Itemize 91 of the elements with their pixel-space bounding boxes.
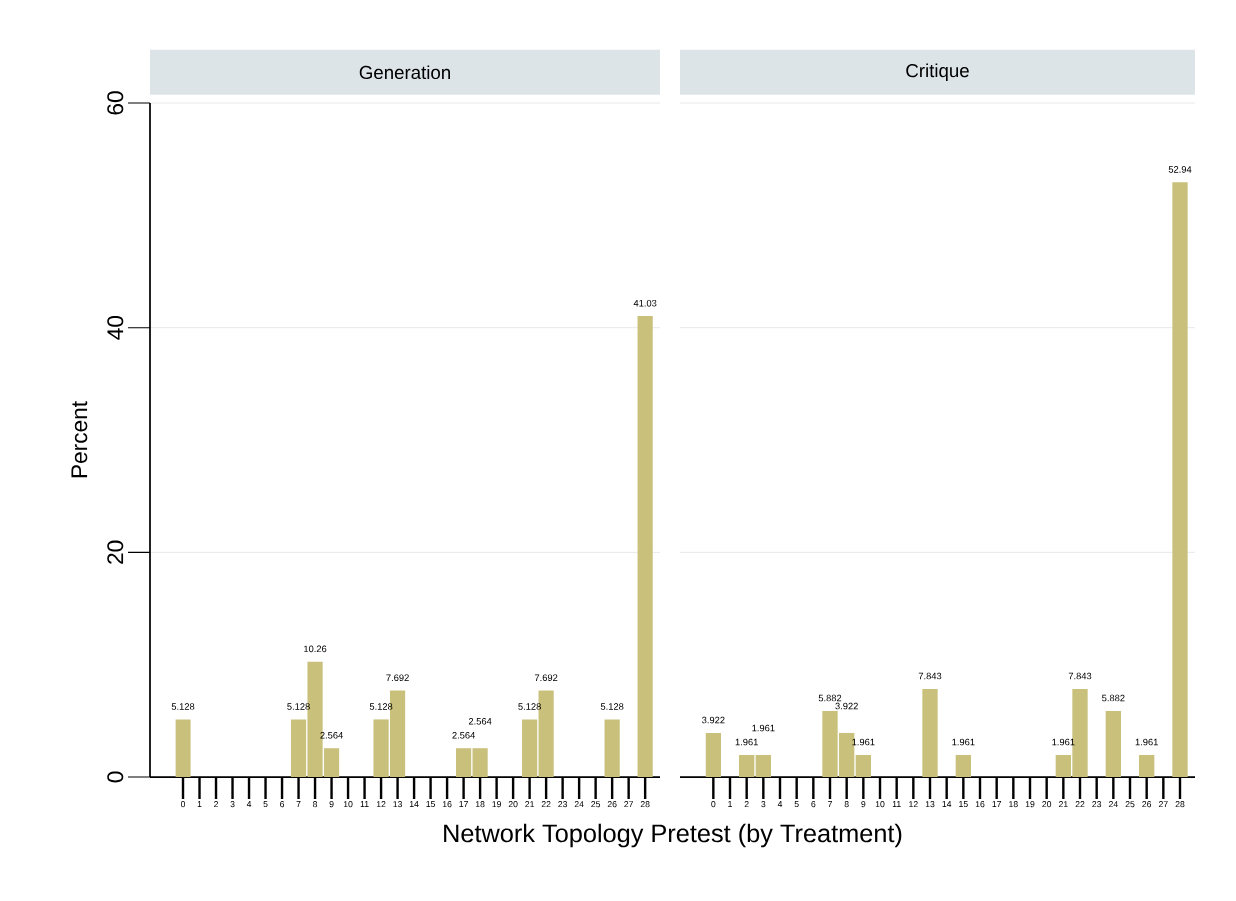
data-label: 5.128 [171,703,195,710]
x-tick-label: 27 [624,801,634,808]
data-label: 3.922 [702,716,725,724]
x-tick-label: 9 [329,801,334,808]
x-tick-label: 18 [475,801,485,808]
x-tick-label: 4 [777,801,783,808]
x-tick-label: 28 [640,801,650,808]
x-tick-label: 23 [1092,801,1102,808]
x-tick-label: 16 [975,801,985,808]
x-tick-label: 25 [591,801,601,808]
x-tick-label: 12 [909,801,918,808]
data-label: 52.94 [1168,166,1192,173]
x-tick-label: 14 [942,801,952,808]
x-tick-label: 20 [1042,801,1052,808]
data-label: 1.961 [1052,738,1075,746]
data-label: 5.882 [1102,694,1125,702]
x-tick-label: 2 [744,801,749,808]
x-tick-label: 11 [892,801,901,808]
x-tick-label: 1 [728,801,732,808]
data-label: 2.564 [320,732,343,739]
data-label: 10.26 [304,645,327,653]
y-tick-label: 20 [107,540,124,564]
x-tick-label: 3 [230,801,235,808]
x-tick-label: 5 [263,801,268,808]
x-tick-label: 24 [1108,801,1118,808]
x-tick-label: 21 [525,801,535,808]
x-tick-label: 27 [1158,801,1168,808]
data-label: 1.961 [752,724,775,732]
data-label: 41.03 [633,299,657,307]
data-label: 2.564 [468,718,492,725]
y-axis-title: Percent [71,401,88,478]
data-label: 3.922 [835,702,858,710]
x-tick-label: 24 [574,801,584,808]
x-tick-label: 22 [541,801,551,808]
x-tick-label: 5 [794,801,799,808]
y-tick-label: 60 [107,91,124,115]
x-tick-label: 3 [761,801,766,808]
x-tick-label: 13 [925,801,935,808]
x-tick-label: 4 [246,801,252,808]
x-tick-label: 15 [959,801,968,808]
data-label: 1.961 [735,738,758,746]
x-tick-label: 17 [992,801,1002,808]
x-tick-label: 2 [214,801,218,808]
data-label: 5.128 [600,703,624,710]
x-tick-label: 6 [811,801,816,808]
y-tick-label: 0 [107,771,124,783]
data-label: 7.692 [534,674,558,681]
x-tick-label: 7 [296,801,301,808]
x-tick-label: 17 [459,801,468,808]
x-tick-label: 13 [393,801,403,808]
x-tick-label: 12 [376,801,386,808]
data-label: 5.882 [818,694,842,702]
x-tick-label: 1 [197,801,202,808]
data-label: 7.843 [1068,672,1092,680]
x-tick-label: 18 [1009,801,1018,808]
x-tick-label: 10 [875,801,885,808]
x-tick-label: 20 [508,801,518,808]
data-label: 1.961 [1135,738,1158,746]
x-tick-label: 26 [607,801,617,808]
data-label: 7.692 [386,674,409,681]
x-tick-label: 9 [861,801,866,808]
x-tick-label: 21 [1058,801,1068,808]
x-tick-label: 7 [828,801,832,808]
data-label: 2.564 [452,732,475,739]
x-tick-label: 14 [409,801,419,808]
data-label: 5.128 [518,703,541,710]
chart-title: Critique [906,63,969,81]
x-tick-label: 8 [844,801,849,808]
data-label: 7.843 [918,672,942,680]
data-label: 5.128 [287,703,310,710]
x-tick-label: 0 [711,801,716,808]
x-tick-label: 15 [426,801,436,808]
x-tick-label: 19 [492,801,502,808]
x-tick-label: 8 [313,801,318,808]
data-label: 1.961 [952,738,975,746]
x-tick-label: 6 [280,801,285,808]
chart-title: Generation [359,65,450,80]
x-tick-label: 16 [442,801,452,808]
x-tick-label: 28 [1175,801,1185,808]
data-label: 1.961 [852,738,875,746]
x-tick-label: 26 [1142,801,1152,808]
x-tick-label: 19 [1025,801,1035,808]
x-tick-label: 10 [343,801,353,808]
data-label: 5.128 [369,703,393,710]
y-tick-label: 40 [107,315,124,340]
x-tick-label: 11 [360,801,369,808]
x-axis-title: Network Topology Pretest (by Treatment) [444,823,902,848]
x-tick-label: 23 [558,801,568,808]
x-tick-label: 22 [1075,801,1085,808]
x-tick-label: 25 [1125,801,1135,808]
x-tick-label: 0 [180,801,186,808]
